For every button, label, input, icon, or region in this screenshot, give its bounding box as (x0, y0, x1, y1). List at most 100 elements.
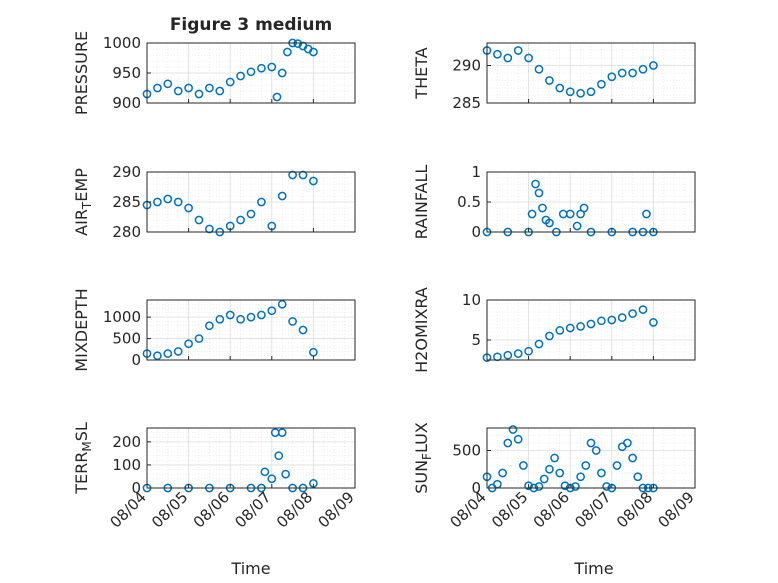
data-point (597, 468, 606, 478)
x-axis-label-right: Time (573, 559, 613, 578)
data-point (267, 474, 277, 484)
data-point (277, 68, 287, 78)
data-point (576, 322, 585, 331)
data-point (281, 469, 291, 479)
data-point (215, 86, 225, 96)
data-point (513, 434, 523, 444)
y-tick-label: 0 (471, 223, 481, 241)
data-point (236, 215, 245, 225)
data-point (565, 209, 575, 219)
data-point (184, 83, 193, 93)
axes-frame (486, 42, 696, 104)
data-point (586, 87, 596, 97)
subplot-pressure: 900 950 1000 PRESSURE (72, 31, 356, 115)
y-tick-label: 1000 (103, 308, 141, 326)
data-point (572, 221, 582, 231)
data-point (246, 209, 256, 219)
y-tick-label: 200 (112, 433, 141, 451)
y-tick-label: 285 (112, 193, 141, 211)
axes-frame (146, 427, 356, 489)
data-point (498, 468, 507, 478)
x-axis-label-left: Time (230, 559, 270, 578)
data-point (153, 351, 162, 361)
data-point (257, 197, 266, 207)
subplot-h2omixra: 5 10 H2OMIXRA (412, 287, 696, 373)
data-point (277, 191, 287, 201)
data-point (246, 67, 256, 77)
data-point (576, 88, 585, 98)
data-point (534, 64, 544, 74)
y-tick-label: 285 (452, 94, 481, 112)
data-point (277, 428, 287, 437)
data-point (628, 453, 637, 463)
data-point (527, 209, 537, 219)
data-point (288, 170, 297, 180)
data-point (257, 310, 266, 320)
data-point (539, 474, 549, 484)
y-tick-label: 5 (471, 331, 481, 349)
data-point (163, 349, 173, 358)
data-point (184, 203, 193, 213)
subplot-rainfall: 0 0.5 1 RAINFALL (412, 163, 696, 241)
y-axis-label: THETA (412, 47, 431, 99)
y-tick-label: 0.5 (457, 193, 481, 211)
data-point (591, 446, 601, 455)
data-point (272, 92, 282, 102)
subplot-theta: 285 290 THETA (412, 42, 696, 112)
data-point (555, 468, 565, 478)
y-tick-label: 290 (452, 57, 481, 75)
data-point (205, 321, 214, 331)
data-point (163, 79, 173, 89)
data-point (246, 312, 256, 322)
y-tick-label: 1 (471, 163, 481, 181)
data-point (277, 299, 287, 309)
data-point (524, 481, 533, 491)
data-point (309, 47, 318, 57)
y-tick-label: 1000 (103, 34, 141, 52)
data-point (649, 61, 658, 70)
data-point (309, 176, 318, 186)
data-point (623, 438, 632, 448)
y-tick-label: 100 (112, 456, 141, 474)
data-point (555, 326, 565, 335)
data-point (602, 482, 611, 491)
axes-frame (486, 427, 696, 489)
data-point (260, 467, 270, 477)
data-point (267, 62, 277, 72)
data-point (503, 350, 513, 360)
y-axis-label: SUNFLUX (412, 422, 434, 494)
data-point (513, 349, 523, 358)
data-point (225, 77, 235, 87)
data-point (194, 215, 204, 225)
subplot-air-temp: 280 285 290 AIRTEMP (72, 163, 356, 241)
y-tick-label: 280 (112, 223, 141, 241)
y-tick-label: 500 (452, 442, 481, 460)
figure-title: Figure 3 medium (170, 15, 332, 35)
data-point (565, 323, 575, 333)
y-tick-label: 950 (112, 64, 141, 82)
axes-frame (146, 299, 356, 361)
data-point (579, 203, 589, 213)
y-axis-label: AIRTEMP (72, 168, 94, 236)
data-point (534, 482, 544, 491)
data-point (288, 317, 297, 326)
y-tick-label: 0 (131, 479, 141, 497)
data-point (576, 472, 585, 482)
y-axis-label: H2OMIXRA (412, 287, 431, 373)
data-point (607, 315, 617, 325)
data-point (194, 334, 204, 343)
data-point (236, 314, 245, 324)
data-point (257, 63, 266, 73)
data-point (534, 339, 544, 349)
data-point (612, 461, 622, 470)
data-point (267, 306, 277, 316)
data-point (173, 86, 183, 96)
data-point (597, 316, 606, 326)
data-point (519, 461, 528, 470)
y-tick-label: 0 (471, 479, 481, 497)
data-point (173, 347, 183, 356)
data-point (283, 47, 292, 57)
data-point (531, 179, 540, 189)
data-point (642, 209, 651, 219)
